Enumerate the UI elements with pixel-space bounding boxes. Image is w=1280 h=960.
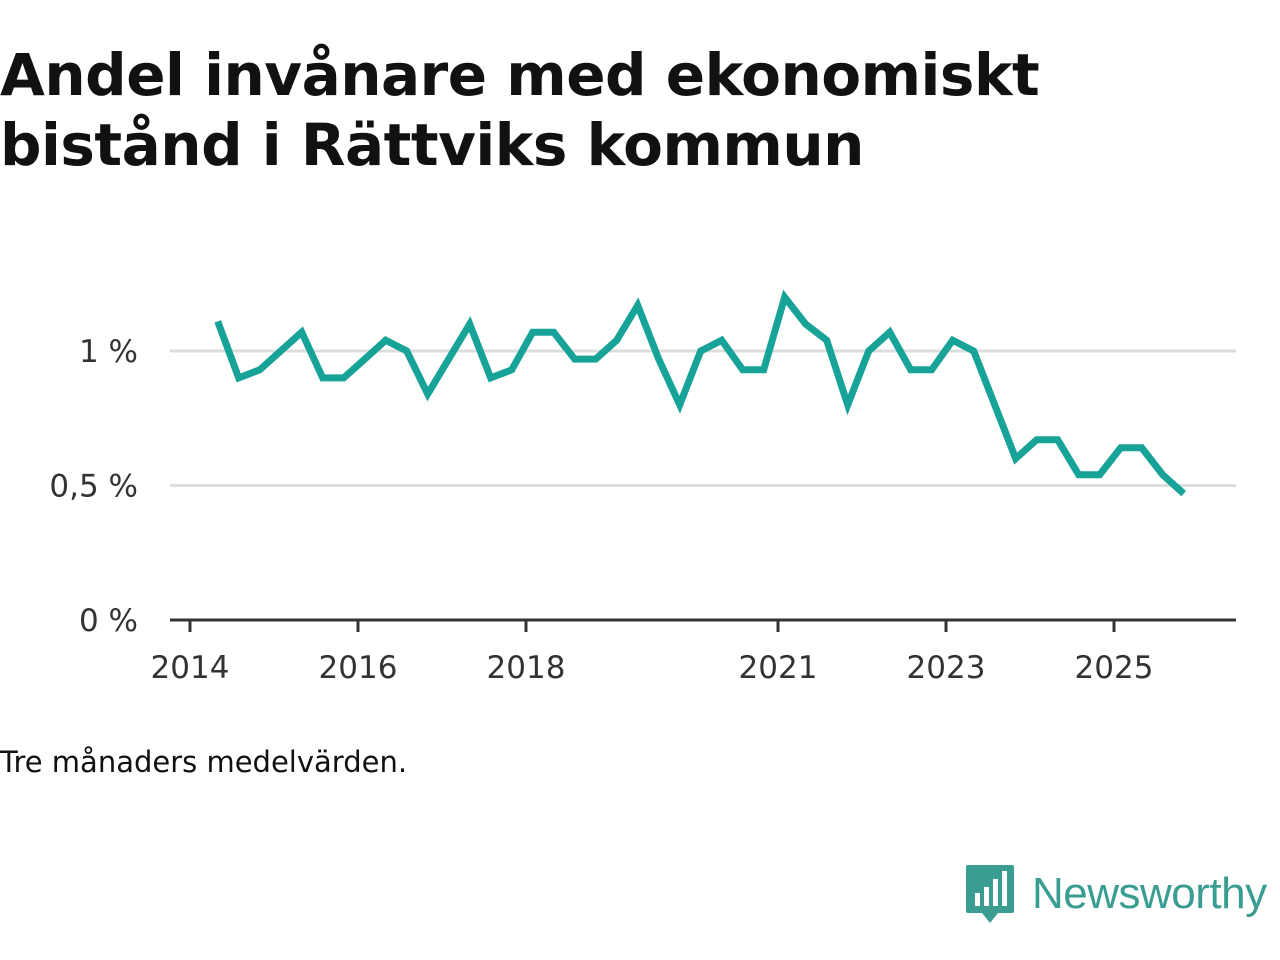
x-tick-label: 2018 <box>487 650 566 686</box>
series <box>214 289 1187 497</box>
newsworthy-logo-icon <box>966 865 1014 923</box>
y-tick-label: 0 % <box>79 603 138 639</box>
brand[interactable]: Newsworthy <box>964 862 1267 926</box>
series-line-0 <box>214 289 1187 497</box>
y-tick-label: 0,5 % <box>49 469 138 505</box>
x-axis <box>170 618 1236 632</box>
x-tick-label: 2016 <box>319 650 398 686</box>
x-tick-label: 2025 <box>1075 650 1154 686</box>
x-tick-label: 2014 <box>151 650 230 686</box>
tick-labels: 0 % 0,5 % 1 % 2014 2016 2018 2021 2023 2025 <box>49 334 1153 686</box>
line-chart: 0 % 0,5 % 1 % 2014 2016 2018 2021 2023 2025 <box>49 289 1236 686</box>
chart-title: Andel invånare med ekonomiskt bistånd i … <box>0 41 1040 179</box>
chart-footnote: Tre månaders medelvärden. <box>0 745 408 779</box>
x-tick-label: 2021 <box>739 650 818 686</box>
brand-name: Newsworthy <box>1032 869 1267 918</box>
x-tick-label: 2023 <box>907 650 986 686</box>
y-tick-label: 1 % <box>79 334 138 370</box>
